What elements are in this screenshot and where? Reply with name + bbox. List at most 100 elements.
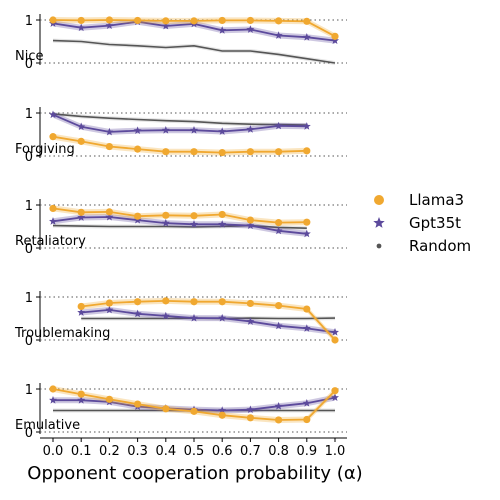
series-gpt35t xyxy=(49,212,311,238)
y-tick-label: 1 xyxy=(25,199,33,214)
legend-marker xyxy=(373,217,385,228)
confidence-band xyxy=(53,133,307,156)
panel-nice: 0 1 Nice xyxy=(15,14,347,72)
data-point xyxy=(274,226,283,235)
y-tick-label: 0 xyxy=(25,150,33,165)
series-line xyxy=(52,224,307,229)
data-point xyxy=(246,414,254,422)
legend-label: Llama3 xyxy=(409,191,464,209)
legend-entry-gpt35t: Gpt35t xyxy=(373,214,461,232)
data-point xyxy=(246,317,255,325)
data-point xyxy=(274,31,283,39)
confidence-band xyxy=(53,17,335,40)
data-point xyxy=(331,36,339,45)
data-point xyxy=(105,21,114,29)
data-point xyxy=(302,324,311,332)
data-point xyxy=(190,148,198,156)
data-point xyxy=(162,17,170,25)
data-point xyxy=(77,308,86,316)
data-point xyxy=(105,127,114,136)
y-tick-label: 1 xyxy=(25,14,33,29)
data-point xyxy=(246,405,255,414)
data-point xyxy=(49,385,57,393)
series-line xyxy=(81,299,336,341)
data-point xyxy=(190,126,198,134)
x-tick-label: 0.8 xyxy=(268,444,289,459)
legend-marker xyxy=(374,195,384,205)
data-point xyxy=(161,126,170,134)
data-point xyxy=(49,133,57,141)
x-tick-label: 0.5 xyxy=(184,444,205,459)
legend-label: Gpt35t xyxy=(409,214,461,232)
data-point xyxy=(105,305,114,314)
data-point xyxy=(302,398,311,407)
confidence-band xyxy=(53,18,335,44)
legend-entry-llama3: Llama3 xyxy=(374,191,464,209)
data-point xyxy=(303,17,311,25)
series-line xyxy=(52,216,307,235)
data-point xyxy=(105,208,113,216)
y-tick-label: 0 xyxy=(25,57,33,72)
y-tick-label: 0 xyxy=(25,334,33,349)
data-point xyxy=(331,32,339,40)
data-point xyxy=(190,313,198,322)
data-point xyxy=(134,400,142,408)
data-point xyxy=(161,311,170,320)
data-point xyxy=(302,33,311,41)
data-point xyxy=(105,212,114,221)
data-point xyxy=(218,220,227,228)
x-tick-label: 0.9 xyxy=(296,444,317,459)
data-point xyxy=(162,405,170,413)
legend: Llama3 Gpt35t Random xyxy=(373,191,471,255)
data-point xyxy=(331,387,339,395)
panel-title: Retaliatory xyxy=(15,234,86,249)
data-point xyxy=(218,26,227,34)
x-tick-label: 1.0 xyxy=(325,444,346,459)
data-point xyxy=(275,416,283,424)
series-line xyxy=(52,113,307,126)
data-point xyxy=(331,328,339,336)
data-point xyxy=(275,219,283,227)
data-point xyxy=(161,21,170,30)
data-point xyxy=(274,402,283,410)
data-point xyxy=(77,213,86,221)
data-point xyxy=(190,212,198,220)
data-point xyxy=(218,148,226,157)
data-point xyxy=(246,216,254,224)
series-line xyxy=(81,308,336,334)
data-point xyxy=(218,210,226,219)
y-tick-label: 0 xyxy=(25,426,33,441)
data-point xyxy=(274,321,283,330)
data-point xyxy=(246,148,254,156)
data-point xyxy=(77,122,86,131)
data-point xyxy=(246,299,254,308)
data-point xyxy=(77,302,85,311)
data-point xyxy=(49,16,57,24)
data-point xyxy=(190,298,198,306)
data-point xyxy=(133,126,142,135)
series-line xyxy=(52,207,307,224)
x-tick-label: 0.4 xyxy=(155,444,176,459)
x-tick-label: 0.1 xyxy=(71,444,92,459)
panel-forgiving: 0 1 Forgiving xyxy=(15,107,347,165)
data-point xyxy=(49,110,57,119)
series-llama3 xyxy=(49,16,339,40)
data-point xyxy=(218,127,227,135)
data-point xyxy=(190,17,198,25)
data-point xyxy=(134,212,142,220)
data-point xyxy=(274,121,283,130)
data-point xyxy=(331,336,339,344)
data-point xyxy=(134,145,142,153)
x-tick-label: 0.0 xyxy=(43,444,64,459)
series-gpt35t xyxy=(49,110,311,136)
y-tick-label: 1 xyxy=(25,383,33,398)
data-point xyxy=(275,17,283,25)
data-point xyxy=(133,309,142,318)
series-gpt35t xyxy=(77,305,339,336)
data-point xyxy=(302,229,311,238)
data-point xyxy=(105,16,113,24)
data-point xyxy=(77,208,85,216)
y-tick-label: 0 xyxy=(25,242,33,257)
data-point xyxy=(49,204,57,213)
